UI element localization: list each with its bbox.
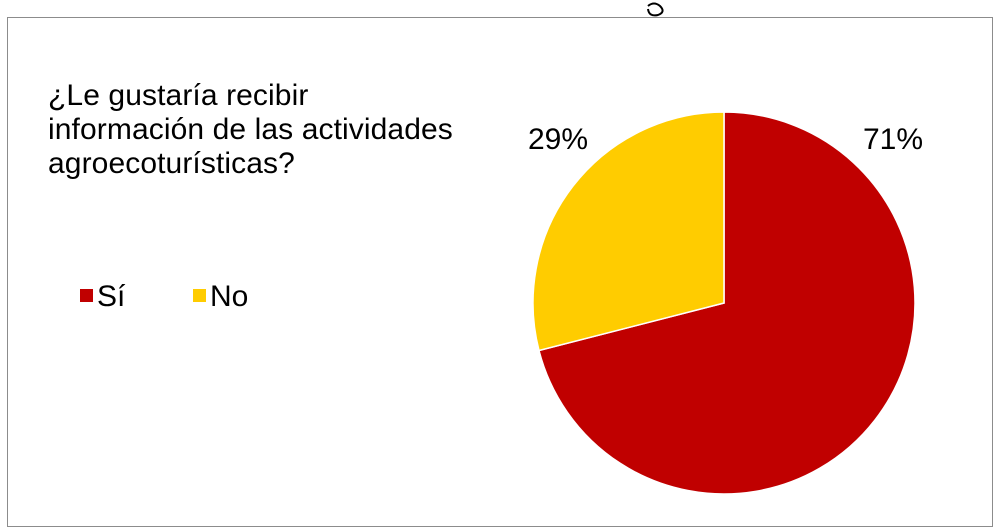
chart-title-line-1: ¿Le gustaría recibir [48,79,309,112]
chart-title-line-3: agroecoturísticas? [48,147,295,180]
chart-title-line-2: información de las actividades [48,113,453,146]
cropped-top-text [8,0,992,18]
data-label-no: 29% [528,123,588,156]
chart-frame: ¿Le gustaría recibir información de las … [7,2,993,527]
data-label-si: 71% [863,123,923,156]
legend-swatch-no [193,289,206,302]
chart-title: ¿Le gustaría recibir información de las … [48,79,498,181]
legend-label-si: Sí [97,280,126,313]
legend-label-no: No [210,280,249,313]
legend-swatch-si [80,289,93,302]
pie-slice-no [532,111,725,352]
pie-chart: 71% 29% [528,111,923,495]
pie-slice-si [538,111,916,495]
